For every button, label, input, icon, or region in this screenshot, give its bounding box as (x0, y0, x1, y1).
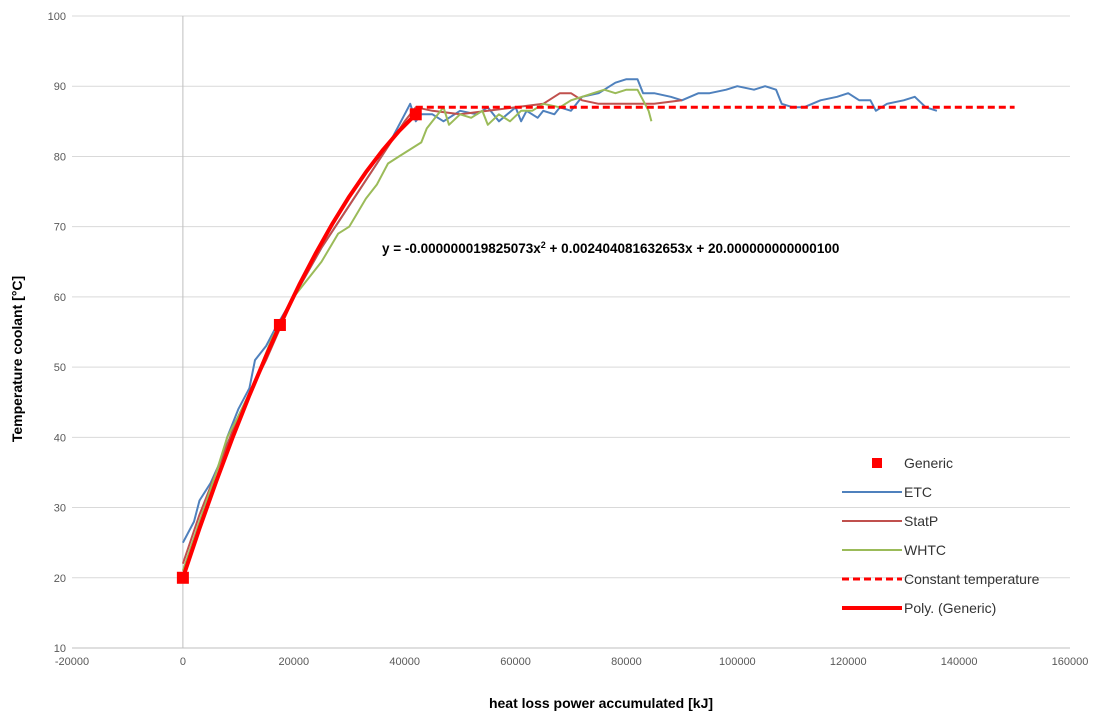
grid-lines (72, 15, 1070, 649)
y-tick-label: 80 (54, 151, 66, 163)
trendline-equation: y = -0.000000019825073x2 + 0.00240408163… (382, 240, 839, 256)
x-tick-label: 140000 (941, 656, 978, 668)
y-tick-label: 60 (54, 292, 66, 304)
generic-point-marker (176, 571, 189, 584)
data-series (176, 78, 1015, 584)
axes: 10 20 30 40 50 60 70 80 90 100 -20000 0 20000 40000 60… (48, 11, 1089, 668)
etc-line (182, 78, 938, 544)
legend-label: Generic (904, 455, 953, 471)
statp-line (181, 92, 683, 565)
x-tick-label: 160000 (1052, 656, 1089, 668)
legend: Generic ETC StatP WHTC Constant temperature P… (842, 455, 1040, 616)
y-tick-label: 70 (54, 222, 66, 234)
legend-label: Constant temperature (904, 571, 1040, 587)
y-tick-label: 100 (48, 11, 66, 23)
poly-generic-trendline (181, 112, 418, 579)
y-tick-label: 10 (54, 643, 66, 655)
legend-label: ETC (904, 484, 932, 500)
legend-label: Poly. (Generic) (904, 600, 996, 616)
y-tick-label: 30 (54, 503, 66, 515)
y-axis-title: Temperature coolant [°C] (9, 276, 25, 442)
legend-label: StatP (904, 513, 938, 529)
y-tick-label: 20 (54, 573, 66, 585)
x-tick-label: 0 (180, 656, 186, 668)
x-tick-label: 20000 (278, 656, 309, 668)
whtc-line (181, 88, 653, 572)
x-tick-label: -20000 (55, 656, 89, 668)
generic-point-marker (273, 318, 286, 331)
x-tick-label: 60000 (500, 656, 531, 668)
x-tick-label: 120000 (830, 656, 867, 668)
generic-point-marker (409, 108, 422, 121)
legend-key-generic (872, 458, 882, 468)
x-tick-label: 100000 (719, 656, 756, 668)
y-tick-label: 40 (54, 432, 66, 444)
y-tick-label: 50 (54, 362, 66, 374)
x-tick-label: 40000 (389, 656, 420, 668)
x-tick-label: 80000 (611, 656, 642, 668)
x-axis-title: heat loss power accumulated [kJ] (489, 695, 713, 711)
y-tick-label: 90 (54, 81, 66, 93)
legend-label: WHTC (904, 542, 946, 558)
